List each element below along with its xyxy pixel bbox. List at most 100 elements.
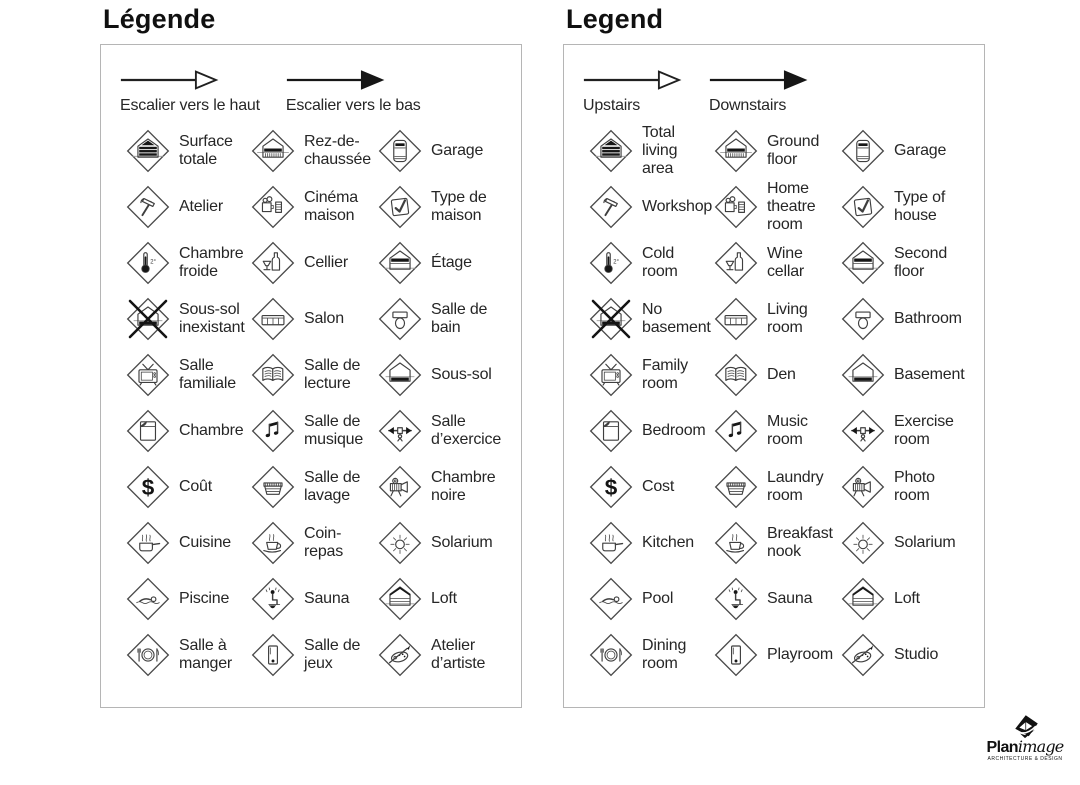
den-icon <box>250 352 296 398</box>
legend-cell-label: Ground floor <box>767 133 820 168</box>
legend-cell: Type de maison <box>377 184 527 230</box>
legend-cell-label: Wine cellar <box>767 245 805 280</box>
legend-cell: Salle de musique <box>250 408 377 454</box>
legend-cell: Wine cellar <box>713 240 840 286</box>
type-of-house-icon <box>377 184 423 230</box>
legend-cell: Solarium <box>840 520 990 566</box>
music-room-icon <box>250 408 296 454</box>
stairs-section: Escalier vers le haut Escalier vers le b… <box>101 45 521 115</box>
stair-label: Upstairs <box>583 97 641 114</box>
legend-cell: Playroom <box>713 632 840 678</box>
legend-cell: Breakfast nook <box>713 520 840 566</box>
legend-cell-label: Rez-de- chaussée <box>304 133 371 168</box>
wine-cellar-icon <box>713 240 759 286</box>
legend-cell-label: Loft <box>431 590 457 607</box>
panel-title-english: Legend <box>566 4 664 34</box>
stair-label: Escalier vers le bas <box>285 97 421 114</box>
legend-cell: Sauna <box>250 576 377 622</box>
legend-cell: Sous-sol inexistant <box>125 296 250 342</box>
legend-cell-label: Cold room <box>642 245 678 280</box>
legend-cell-label: Family room <box>642 357 688 392</box>
legend-cell: Garage <box>377 128 527 174</box>
stairs-down-arrow: Downstairs <box>709 69 809 115</box>
stairs-down-arrow: Escalier vers le bas <box>286 69 421 115</box>
legend-cell-label: Den <box>767 366 796 383</box>
studio-icon <box>840 632 886 678</box>
legend-cell-label: Total living area <box>642 124 678 177</box>
legend-cell: Home theatre room <box>713 180 840 234</box>
solarium-icon <box>377 520 423 566</box>
laundry-room-icon <box>250 464 296 510</box>
legend-cell-label: Bedroom <box>642 422 706 439</box>
legend-cell-label: Salle de lecture <box>304 357 361 392</box>
legend-cell-label: Coût <box>179 478 212 495</box>
legend-cell-label: Cinéma maison <box>304 189 358 224</box>
legend-cell-label: Workshop <box>642 198 713 215</box>
legend-cell-label: Salle de jeux <box>304 637 361 672</box>
legend-cell: Music room <box>713 408 840 454</box>
breakfast-nook-icon <box>250 520 296 566</box>
legend-cell: Sauna <box>713 576 840 622</box>
legend-cell-label: Cellier <box>304 254 348 271</box>
legend-cell-label: Salle familiale <box>179 357 236 392</box>
dining-room-icon <box>588 632 634 678</box>
cold-room-icon <box>588 240 634 286</box>
legend-cell: Salle de jeux <box>250 632 377 678</box>
no-basement-icon <box>588 296 634 342</box>
legend-cell-label: Laundry room <box>767 469 824 504</box>
second-floor-icon <box>840 240 886 286</box>
basement-icon <box>840 352 886 398</box>
legend-cell: Chambre <box>125 408 250 454</box>
family-room-icon <box>588 352 634 398</box>
basement-icon <box>377 352 423 398</box>
stair-arrow-icon <box>286 69 386 91</box>
total-area-icon <box>588 128 634 174</box>
legend-cell-label: Cuisine <box>179 534 231 551</box>
legend-cell-label: Breakfast nook <box>767 525 833 560</box>
legend-cell-label: Type de maison <box>431 189 487 224</box>
sauna-icon <box>250 576 296 622</box>
type-of-house-icon <box>840 184 886 230</box>
legend-cell: Basement <box>840 352 990 398</box>
legend-cell-label: Chambre <box>179 422 244 439</box>
legend-box-english: Upstairs Downstairs Total living area Gr… <box>563 44 985 708</box>
family-room-icon <box>125 352 171 398</box>
legend-panel-french: Légende Escalier vers le haut Escalier v… <box>100 3 522 708</box>
legend-cell: Salle d’exercice <box>377 408 527 454</box>
legend-cell: Chambre noire <box>377 464 527 510</box>
home-theatre-icon <box>250 184 296 230</box>
second-floor-icon <box>377 240 423 286</box>
legend-grid: Total living area Ground floor Garage Wo… <box>564 123 984 683</box>
music-room-icon <box>713 408 759 454</box>
legend-cell: Salle de bain <box>377 296 527 342</box>
legend-cell: Photo room <box>840 464 990 510</box>
bathroom-icon <box>377 296 423 342</box>
legend-panel-english: Legend Upstairs Downstairs Total living … <box>563 3 985 708</box>
workshop-icon <box>125 184 171 230</box>
legend-cell: Chambre froide <box>125 240 250 286</box>
photo-room-icon <box>840 464 886 510</box>
legend-cell: Cellier <box>250 240 377 286</box>
legend-cell-label: Atelier <box>179 198 223 215</box>
den-icon <box>713 352 759 398</box>
logo-brand-italic: image <box>1017 737 1064 756</box>
kitchen-icon <box>588 520 634 566</box>
breakfast-nook-icon <box>713 520 759 566</box>
legend-cell: Family room <box>588 352 713 398</box>
garage-icon <box>377 128 423 174</box>
stairs-section: Upstairs Downstairs <box>564 45 984 115</box>
logo-wordmark: Planimage <box>981 738 1069 756</box>
legend-cell-label: Music room <box>767 413 808 448</box>
garage-icon <box>840 128 886 174</box>
bathroom-icon <box>840 296 886 342</box>
legend-cell: Salle familiale <box>125 352 250 398</box>
playroom-icon <box>713 632 759 678</box>
ground-floor-icon <box>713 128 759 174</box>
legend-cell-label: Bathroom <box>894 310 962 327</box>
legend-cell: Loft <box>377 576 527 622</box>
legend-cell-label: Atelier d’artiste <box>431 637 486 672</box>
legend-cell: Salle à manger <box>125 632 250 678</box>
legend-cell-label: Surface totale <box>179 133 233 168</box>
legend-cell: Ground floor <box>713 128 840 174</box>
